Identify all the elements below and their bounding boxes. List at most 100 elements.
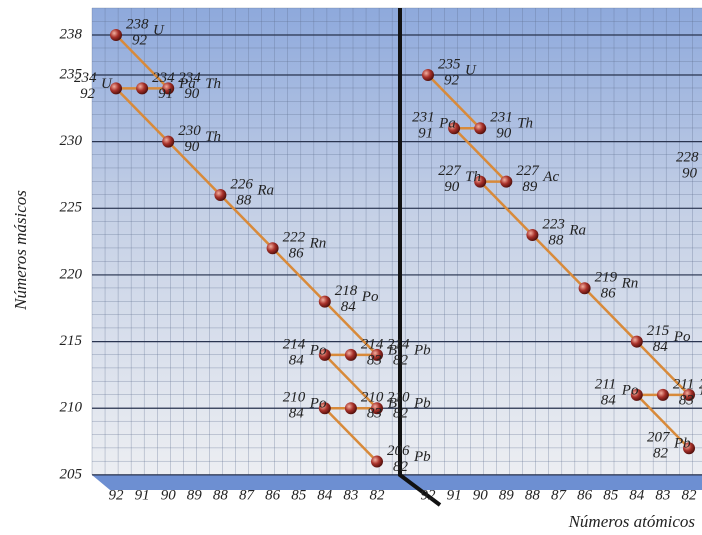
- mass-number: 218: [335, 283, 358, 299]
- nucleus: [500, 176, 512, 188]
- mass-number: 206: [387, 443, 410, 459]
- x-tick-label: 89: [499, 487, 515, 503]
- y-tick-label: 235: [60, 66, 83, 82]
- atomic-number: 90: [444, 179, 460, 195]
- element-symbol: Po: [621, 382, 639, 398]
- nucleus: [214, 189, 226, 201]
- element-symbol: Rn: [309, 236, 327, 252]
- mass-number: 211: [595, 376, 616, 392]
- atomic-number: 84: [653, 339, 669, 355]
- x-tick-label: 82: [682, 487, 698, 503]
- atomic-number: 84: [341, 299, 357, 315]
- y-tick-label: 215: [60, 333, 83, 349]
- x-tick-label: 88: [213, 487, 229, 503]
- element-symbol: U: [101, 76, 113, 92]
- element-symbol: U: [465, 62, 477, 78]
- atomic-number: 88: [548, 232, 564, 248]
- atomic-number: 82: [653, 446, 669, 462]
- element-symbol: Bi: [388, 342, 401, 358]
- element-symbol: Po: [361, 289, 379, 305]
- atomic-number: 86: [289, 246, 305, 262]
- mass-number: 227: [438, 163, 462, 179]
- atomic-number: 92: [80, 86, 96, 102]
- y-tick-label: 238: [60, 26, 83, 42]
- nucleus: [657, 389, 669, 401]
- x-tick-label: 91: [447, 487, 462, 503]
- mass-number: 235: [438, 56, 461, 72]
- mass-number: 219: [595, 270, 618, 286]
- atomic-number: 90: [496, 126, 512, 142]
- x-tick-label: 86: [265, 487, 281, 503]
- mass-number: 223: [542, 216, 565, 232]
- nucleus: [579, 282, 591, 294]
- nucleus: [474, 122, 486, 134]
- x-tick-label: 91: [135, 487, 150, 503]
- atomic-number: 91: [158, 86, 173, 102]
- atomic-number: 91: [418, 126, 433, 142]
- x-tick-label: 90: [473, 487, 489, 503]
- atomic-number: 88: [236, 192, 252, 208]
- mass-number: 207: [647, 430, 671, 446]
- mass-number: 231: [412, 110, 435, 126]
- nucleus: [267, 242, 279, 254]
- element-symbol: Po: [673, 329, 691, 345]
- x-tick-label: 88: [525, 487, 541, 503]
- mass-number: 226: [230, 176, 253, 192]
- mass-number: 211: [673, 376, 694, 392]
- y-axis-label: Números másicos: [11, 190, 30, 311]
- atomic-number: 84: [601, 392, 617, 408]
- mass-number: 214: [361, 336, 384, 352]
- x-tick-label: 82: [370, 487, 386, 503]
- x-tick-label: 84: [317, 487, 333, 503]
- x-tick-label: 83: [343, 487, 358, 503]
- x-tick-label: 89: [187, 487, 203, 503]
- x-tick-label: 90: [161, 487, 177, 503]
- x-tick-label: 87: [551, 487, 568, 503]
- nucleus: [371, 456, 383, 468]
- element-symbol: Pa: [178, 76, 196, 92]
- y-tick-label: 225: [60, 200, 83, 216]
- x-tick-label: 87: [239, 487, 256, 503]
- atomic-number: 84: [289, 406, 305, 422]
- atomic-number: 83: [679, 392, 694, 408]
- element-symbol: Rn: [621, 276, 639, 292]
- mass-number: 215: [647, 323, 670, 339]
- element-symbol: Bi: [388, 396, 401, 412]
- y-tick-label: 220: [60, 266, 83, 282]
- x-axis-label: Números atómicos: [568, 512, 696, 531]
- element-symbol: Th: [465, 169, 481, 185]
- nucleus: [136, 82, 148, 94]
- element-symbol: Ra: [568, 222, 586, 238]
- x-tick-label: 92: [421, 487, 437, 503]
- nucleus: [162, 136, 174, 148]
- nucleus: [110, 29, 122, 41]
- atomic-number: 86: [601, 286, 617, 302]
- mass-number: 222: [283, 230, 306, 246]
- x-tick-label: 85: [603, 487, 619, 503]
- x-tick-label: 85: [291, 487, 307, 503]
- element-symbol: Po: [309, 396, 327, 412]
- element-symbol: Pb: [413, 342, 431, 358]
- x-tick-label: 86: [577, 487, 593, 503]
- atomic-number: 83: [367, 352, 382, 368]
- element-symbol: Th: [517, 116, 533, 132]
- element-symbol: Pb: [413, 449, 431, 465]
- atomic-number: 82: [393, 459, 409, 475]
- atomic-number: 90: [682, 166, 698, 182]
- mass-number: 230: [178, 123, 201, 139]
- atomic-number: 84: [289, 352, 305, 368]
- atomic-number: 83: [367, 406, 382, 422]
- mass-number: 214: [283, 336, 306, 352]
- nucleus: [345, 402, 357, 414]
- element-symbol: Ra: [256, 182, 274, 198]
- mass-number: 238: [126, 16, 149, 32]
- nucleus: [526, 229, 538, 241]
- x-tick-label: 84: [629, 487, 645, 503]
- atomic-number: 92: [132, 32, 148, 48]
- mass-number: 228: [676, 150, 699, 166]
- decay-chart: 23892U23490Th23491Pa23492U23090Th22688Ra…: [0, 0, 702, 535]
- mass-number: 227: [516, 163, 540, 179]
- element-symbol: Th: [205, 129, 221, 145]
- element-symbol: Po: [309, 342, 327, 358]
- atomic-number: 92: [444, 72, 460, 88]
